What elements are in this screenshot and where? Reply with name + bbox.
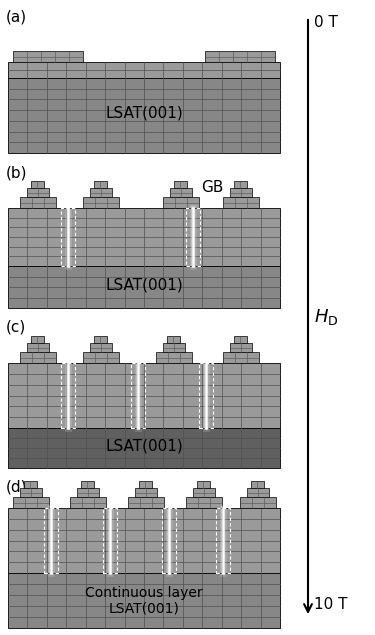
Bar [186,208,200,266]
Bar [199,363,213,428]
Bar [223,197,259,208]
Text: LSAT(001): LSAT(001) [105,277,183,293]
Bar [223,352,259,363]
Bar [44,508,58,573]
Text: GB: GB [201,180,223,196]
Bar [240,497,276,508]
Bar [251,481,264,488]
Bar [70,497,106,508]
Bar [20,352,56,363]
Bar [205,51,275,62]
Bar [24,481,37,488]
Bar [163,197,199,208]
Bar [27,188,49,197]
Bar [90,343,112,352]
Text: 0 T: 0 T [314,15,338,30]
Bar [31,336,44,343]
Bar [234,336,247,343]
Bar [20,488,42,497]
Text: Continuous layer: Continuous layer [85,586,203,600]
Bar [216,508,230,573]
Text: 10 T: 10 T [314,597,348,612]
Bar [234,181,247,188]
Bar [8,266,280,308]
Text: (c): (c) [6,320,26,335]
Bar [90,188,112,197]
Text: $H_\mathrm{D}$: $H_\mathrm{D}$ [314,307,339,327]
Bar [230,188,252,197]
Bar [156,352,192,363]
Bar [103,508,117,573]
Bar [167,336,180,343]
Bar [94,336,107,343]
Bar [61,363,75,428]
Bar [27,343,49,352]
Bar [174,181,187,188]
Bar [77,488,99,497]
Bar [170,188,192,197]
Text: LSAT(001): LSAT(001) [105,439,183,453]
Bar [163,343,185,352]
Bar [131,363,145,428]
Bar [8,62,280,78]
Bar [162,508,176,573]
Bar [139,481,152,488]
Bar [8,363,280,428]
Bar [13,51,83,62]
Bar [8,428,280,468]
Bar [197,481,210,488]
Bar [8,208,280,266]
Bar [186,497,222,508]
Bar [31,181,44,188]
Text: (d): (d) [6,480,27,495]
Bar [8,573,280,628]
Bar [83,352,119,363]
Text: LSAT(001): LSAT(001) [109,602,179,616]
Bar [61,208,75,266]
Bar [8,508,280,573]
Bar [135,488,157,497]
Bar [8,78,280,153]
Bar [230,343,252,352]
Bar [83,197,119,208]
Bar [13,497,49,508]
Text: (b): (b) [6,165,27,180]
Text: LSAT(001): LSAT(001) [105,105,183,121]
Bar [81,481,94,488]
Bar [247,488,269,497]
Text: (a): (a) [6,10,27,25]
Bar [94,181,107,188]
Bar [193,488,215,497]
Bar [128,497,164,508]
Bar [20,197,56,208]
